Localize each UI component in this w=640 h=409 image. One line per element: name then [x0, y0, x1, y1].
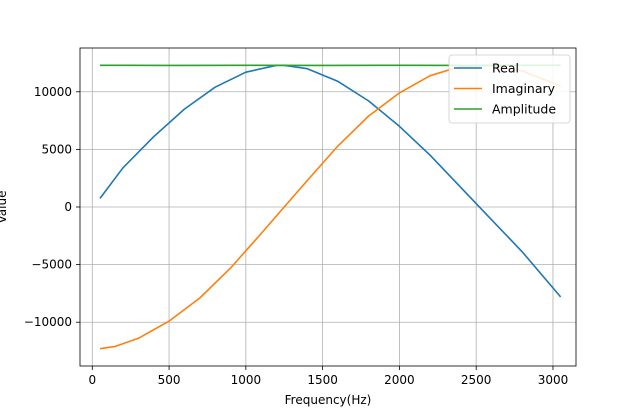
- grid: [80, 48, 576, 366]
- x-tick-label: 3000: [538, 373, 569, 387]
- x-tick-label: 0: [88, 373, 96, 387]
- y-tick-label: 10000: [34, 85, 72, 99]
- series-line-real: [99, 64, 562, 298]
- legend-box: [448, 54, 571, 124]
- legend-label-real: Real: [492, 61, 519, 76]
- y-tick-label: −5000: [31, 258, 72, 272]
- x-axis: 0 500 1000 1500 2000 2500 3000: [88, 366, 568, 387]
- legend-label-imaginary: Imaginary: [492, 81, 556, 96]
- legend-label-amplitude: Amplitude: [492, 102, 556, 117]
- y-axis-label: Value: [0, 191, 9, 224]
- x-tick-label: 1000: [231, 373, 262, 387]
- y-tick-label: 5000: [41, 142, 72, 156]
- x-tick-label: 1500: [307, 373, 338, 387]
- y-tick-label: −10000: [24, 315, 72, 329]
- x-tick-label: 500: [158, 373, 181, 387]
- x-axis-label: Frequency(Hz): [285, 393, 372, 407]
- x-tick-label: 2500: [461, 373, 492, 387]
- legend: Real Imaginary Amplitude: [448, 54, 571, 124]
- x-tick-label: 2000: [384, 373, 415, 387]
- y-axis: −10000 −5000 0 5000 10000: [24, 85, 80, 329]
- y-tick-label: 0: [64, 200, 72, 214]
